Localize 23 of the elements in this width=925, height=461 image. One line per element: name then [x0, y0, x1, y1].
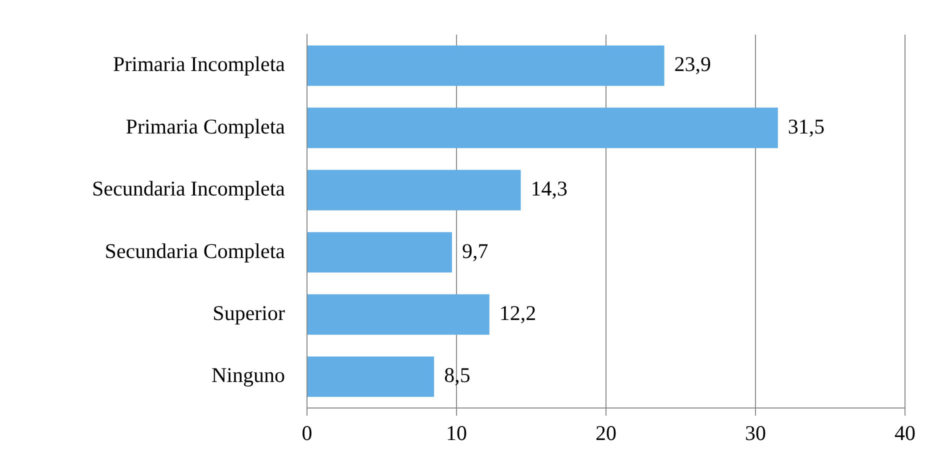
data-label: 14,3 [530, 176, 568, 201]
bar [308, 170, 521, 210]
x-tick-label: 20 [596, 420, 616, 445]
x-tick-label: 40 [894, 420, 916, 445]
data-label: 9,7 [462, 238, 488, 263]
y-tick-label: Primaria Completa [126, 114, 286, 138]
data-label: 12,2 [499, 301, 536, 326]
data-label: 23,9 [674, 52, 712, 76]
y-tick-label: Ninguno [212, 363, 285, 388]
y-tick-label: Secundaria Incompleta [92, 176, 286, 201]
bar [308, 356, 434, 397]
bar [308, 232, 452, 273]
y-tick-label: Superior [212, 301, 285, 326]
x-tick-label: 10 [446, 420, 467, 445]
x-tick-label: 0 [302, 420, 312, 445]
y-tick-label: Secundaria Completa [104, 238, 286, 263]
y-tick-label: Primaria Incompleta [112, 52, 286, 76]
data-label: 31,5 [788, 114, 825, 138]
bar [308, 108, 778, 148]
bar [308, 294, 490, 335]
x-tick-label: 30 [745, 420, 766, 445]
bar [308, 45, 664, 86]
data-label: 8,5 [444, 363, 470, 388]
